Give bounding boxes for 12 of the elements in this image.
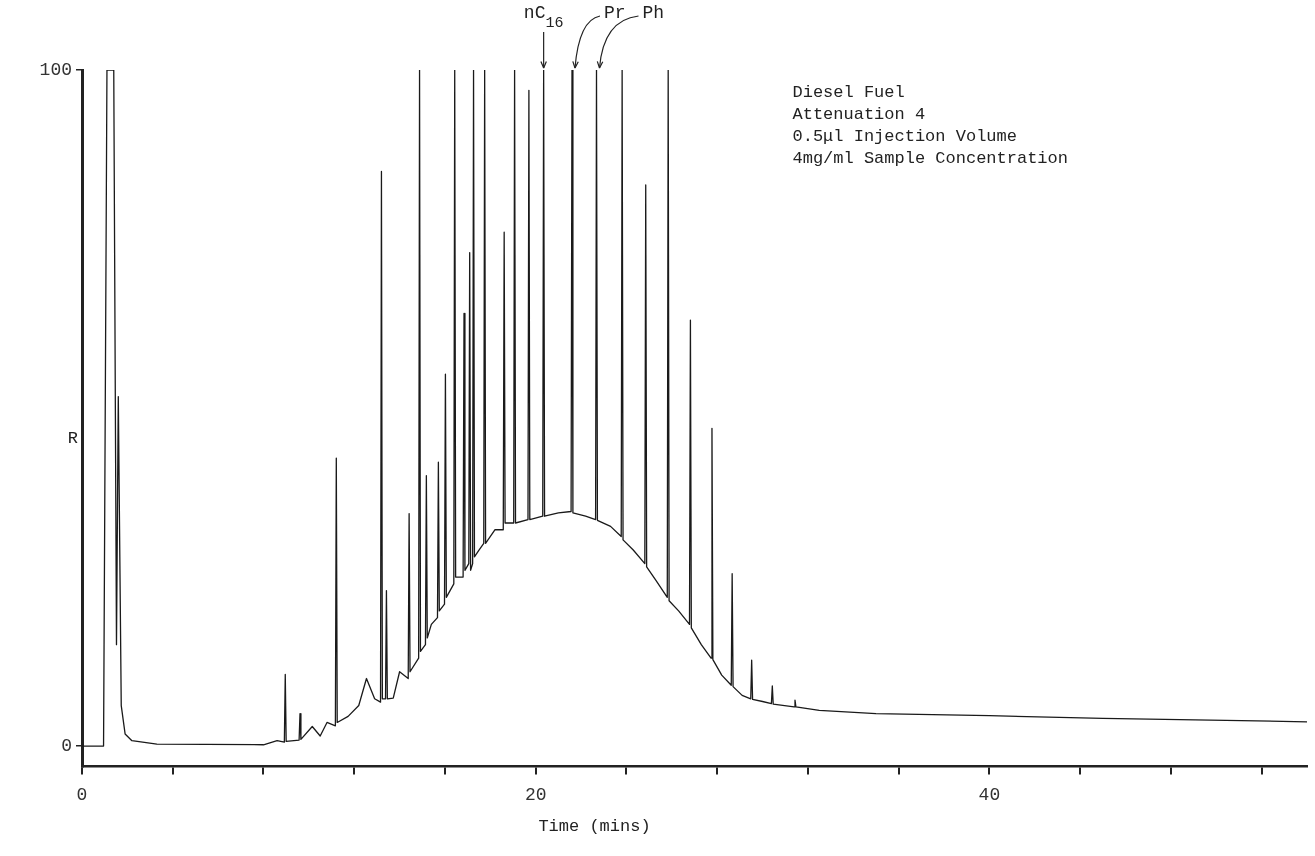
annotation: Attenuation 4 — [792, 105, 926, 124]
x-axis-title: Time (mins) — [538, 817, 651, 837]
annotation: Diesel Fuel — [792, 83, 905, 102]
x-tick-label: 0 — [76, 784, 88, 805]
y-axis-title: R — [67, 428, 78, 448]
annotation: Pr — [604, 3, 626, 23]
x-tick-label: 20 — [524, 784, 547, 805]
annotation: 0.5μl Injection Volume — [792, 127, 1017, 146]
annotation: Ph — [642, 3, 665, 23]
x-tick-label: 40 — [978, 784, 1001, 805]
y-tick-label: 100 — [39, 59, 72, 80]
annotation: 4mg/ml Sample Concentration — [792, 149, 1068, 168]
